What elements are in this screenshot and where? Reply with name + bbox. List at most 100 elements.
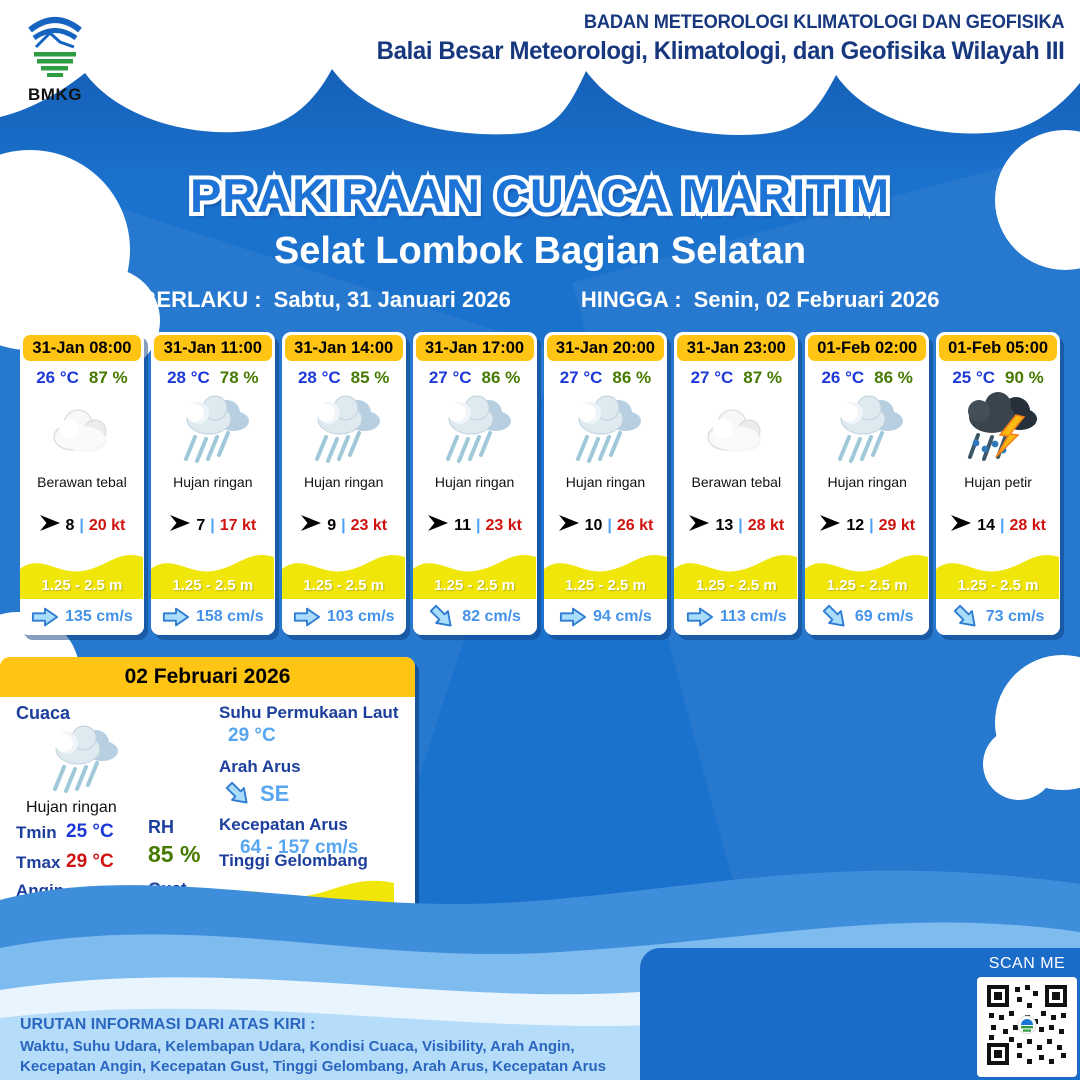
air-temperature: 28 °C — [167, 368, 210, 387]
bmkg-logo-icon — [22, 8, 88, 86]
rain-light-icon — [413, 388, 537, 474]
footer-legend: URUTAN INFORMASI DARI ATAS KIRI : Waktu,… — [20, 1016, 606, 1076]
rain-light-icon — [151, 388, 275, 474]
berlaku-date: BERLAKU : Sabtu, 31 Januari 2026 — [140, 287, 511, 312]
relative-humidity: 90 % — [1005, 368, 1044, 387]
temp-humidity-row: 26 °C 86 % — [805, 368, 929, 388]
wind-direction-icon — [300, 514, 322, 537]
current-arrow-e-icon — [293, 606, 321, 628]
wind-speed: 9 — [327, 516, 337, 534]
temp-humidity-row: 28 °C 85 % — [282, 368, 406, 388]
weather-condition: Hujan ringan — [173, 474, 253, 490]
legend-title: URUTAN INFORMASI DARI ATAS KIRI : — [20, 1016, 316, 1033]
sea-surface-temp: 29 °C — [228, 725, 276, 746]
wave-height-band: 1.25 - 2.5 m — [20, 547, 144, 599]
wind-row: 9 | 23 kt — [282, 514, 406, 537]
forecast-time: 31-Jan 20:00 — [546, 335, 665, 361]
wind-row: 14 | 28 kt — [936, 514, 1060, 537]
org-name-line1: BADAN METEOROLOGI KLIMATOLOGI DAN GEOFIS… — [583, 12, 1064, 33]
weather-condition: Berawan tebal — [691, 474, 782, 490]
cuaca-label: Cuaca — [16, 703, 71, 723]
forecast-card: 31-Jan 17:00 27 °C 86 % Hujan ringan 11 … — [412, 332, 537, 635]
current-arrow-e-icon — [686, 606, 714, 628]
wave-height: 1.25 - 2.5 m — [41, 577, 123, 594]
current-row: 113 cm/s — [674, 599, 799, 635]
current-row: 82 cm/s — [412, 599, 537, 635]
relative-humidity: 85 % — [350, 368, 390, 387]
current-speed: 94 cm/s — [593, 608, 652, 625]
wind-speed: 10 — [584, 516, 603, 534]
wind-row: 13 | 28 kt — [674, 514, 798, 537]
validity-row: BERLAKU : Sabtu, 31 Januari 2026 HINGGA … — [0, 287, 1080, 313]
scan-panel: SCAN ME — [640, 948, 1080, 1080]
thunderstorm-icon — [936, 388, 1060, 474]
legend-line: Kecepatan Angin, Kecepatan Gust, Tinggi … — [20, 1057, 606, 1075]
wind-speed: 11 — [454, 516, 472, 534]
forecast-time: 01-Feb 05:00 — [939, 335, 1057, 361]
forecast-time: 31-Jan 11:00 — [153, 335, 272, 361]
wave-height-band: 1.25 - 2.5 m — [674, 547, 798, 599]
forecast-time: 31-Jan 14:00 — [284, 335, 403, 361]
weather-condition: Hujan petir — [964, 474, 1032, 490]
wind-speed: 14 — [977, 516, 995, 534]
wind-row: 12 | 29 kt — [805, 514, 929, 537]
forecast-card: 31-Jan 11:00 28 °C 78 % Hujan ringan 7 |… — [150, 332, 275, 635]
wind-speed: 7 — [196, 516, 206, 534]
wave-height-band: 1.25 - 2.5 m — [412, 547, 537, 599]
wave-height-band: 1.25 - 2.5 m — [281, 547, 406, 599]
current-speed: 73 cm/s — [985, 608, 1045, 625]
current-row: 158 cm/s — [150, 599, 275, 635]
daily-date: 02 Februari 2026 — [0, 657, 415, 697]
air-temperature: 27 °C — [428, 368, 472, 387]
bmkg-logo-label: BMKG — [28, 85, 82, 104]
wave-height-band: 1.25 - 2.5 m — [936, 547, 1060, 599]
organization-header: BADAN METEOROLOGI KLIMATOLOGI DAN GEOFIS… — [376, 12, 1064, 66]
forecast-time: 31-Jan 17:00 — [415, 335, 534, 361]
cloud-scallop-edge — [0, 69, 1080, 185]
weather-condition: Hujan ringan — [434, 474, 515, 490]
relative-humidity: 86 % — [612, 368, 652, 387]
wind-gust: 17 kt — [219, 516, 257, 534]
region-subtitle: Selat Lombok Bagian Selatan — [273, 230, 807, 272]
wind-speed: 8 — [65, 516, 75, 534]
air-temperature: 28 °C — [297, 368, 341, 387]
wind-gust: 23 kt — [350, 516, 388, 534]
wave-height-band: 1.25 - 2.5 m — [805, 547, 929, 599]
temp-humidity-row: 27 °C 86 % — [544, 368, 668, 388]
current-arrow-e-icon — [162, 606, 190, 628]
current-speed-range: 64 - 157 cm/s — [240, 837, 359, 858]
qr-code-icon — [983, 980, 1071, 1074]
wave-height: 1.25 - 2.5 m — [826, 577, 908, 594]
forecast-time: 01-Feb 02:00 — [808, 335, 927, 361]
current-row: 73 cm/s — [936, 599, 1060, 635]
temp-humidity-row: 25 °C 90 % — [936, 368, 1060, 388]
weather-condition: Hujan ringan — [303, 474, 384, 490]
temp-humidity-row: 27 °C 87 % — [674, 368, 798, 388]
wind-gust: 20 kt — [88, 516, 126, 534]
current-row: 135 cm/s — [20, 599, 144, 635]
scan-me-label: SCAN ME — [988, 955, 1066, 972]
relative-humidity: 87 % — [88, 368, 128, 387]
forecast-card: 31-Jan 14:00 28 °C 85 % Hujan ringan 9 |… — [281, 332, 406, 635]
tmax-value: 29 °C — [66, 851, 114, 872]
forecast-card: 31-Jan 23:00 27 °C 87 % Berawan tebal 13… — [674, 332, 799, 635]
wave-height: 1.25 - 2.5 m — [434, 577, 515, 594]
rain-light-icon — [40, 721, 124, 806]
current-speed: 69 cm/s — [854, 608, 914, 625]
cloud-shape — [983, 728, 1055, 800]
current-direction-value: SE — [260, 781, 290, 806]
forecast-card: 31-Jan 08:00 26 °C 87 % Berawan tebal 8 … — [20, 332, 144, 635]
current-speed: 113 cm/s — [719, 608, 787, 625]
current-arrow-e-icon — [559, 606, 587, 628]
wind-direction-icon — [950, 514, 972, 537]
wind-row: 10 | 26 kt — [544, 514, 668, 537]
current-speed: 103 cm/s — [326, 608, 395, 625]
wind-direction-icon — [558, 514, 580, 537]
wave-height: 1.25 - 2.5 m — [695, 577, 777, 594]
wind-direction-icon — [169, 514, 191, 537]
wave-height-band: 1.25 - 2.5 m — [150, 547, 275, 599]
forecast-card: 01-Feb 02:00 26 °C 86 % Hujan ringan 12 … — [805, 332, 930, 635]
wind-gust: 28 kt — [1009, 516, 1046, 534]
forecast-card: 31-Jan 20:00 27 °C 86 % Hujan ringan 10 … — [543, 332, 668, 635]
